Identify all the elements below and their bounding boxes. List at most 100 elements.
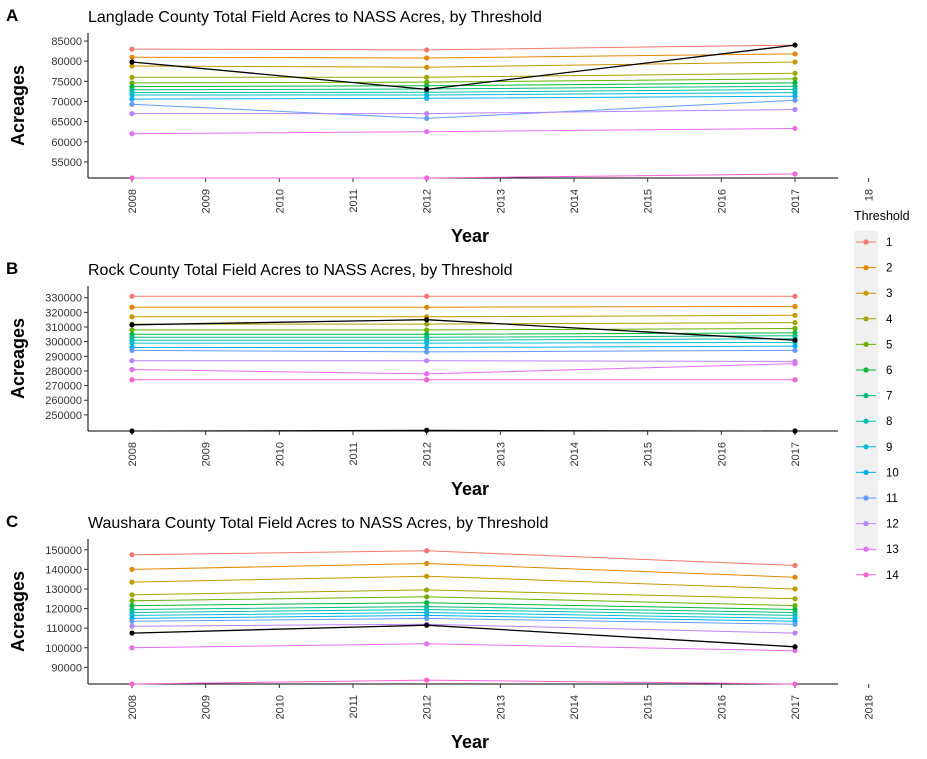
- nass-data-point: [792, 644, 798, 650]
- x-tick-label: 2009: [201, 695, 213, 719]
- data-point: [129, 92, 135, 98]
- data-point: [792, 76, 798, 82]
- series-line-10: [132, 345, 796, 348]
- nass-data-point: [129, 322, 135, 328]
- x-axis-label: Year: [451, 479, 489, 499]
- series-line-1: [131, 550, 796, 566]
- data-point: [424, 55, 430, 61]
- legend-swatch-point: [863, 495, 869, 501]
- legend-label: 2: [886, 263, 892, 275]
- nass-data-point: [792, 42, 798, 48]
- series-line-2: [131, 562, 796, 578]
- series-line-4: [132, 72, 796, 78]
- x-tick-label: 2011: [348, 189, 360, 213]
- data-point: [424, 377, 430, 383]
- legend-title: Threshold: [854, 209, 910, 223]
- legend-item: 8: [856, 416, 892, 428]
- series-line-9: [132, 341, 796, 344]
- series-line-5: [131, 78, 796, 84]
- data-point: [129, 63, 135, 69]
- data-point: [792, 59, 798, 65]
- data-point: [129, 377, 135, 383]
- series-line-11: [131, 99, 796, 119]
- data-point: [129, 347, 135, 354]
- x-tick-label: 2010: [274, 695, 286, 719]
- data-point: [792, 70, 798, 76]
- data-point: [129, 358, 135, 364]
- data-point: [424, 594, 430, 600]
- legend-item: 4: [856, 314, 893, 326]
- x-tick-label: 2011: [348, 695, 360, 719]
- series-line-14: [132, 173, 796, 179]
- data-point: [129, 618, 135, 624]
- data-point: [129, 293, 135, 299]
- data-point: [792, 303, 798, 310]
- data-point: [129, 681, 135, 687]
- data-point: [129, 80, 135, 86]
- series-line-5: [132, 328, 796, 331]
- x-tick-label: 2017: [790, 695, 802, 719]
- nass-data-point: [129, 59, 135, 65]
- data-point: [792, 293, 798, 299]
- data-point: [129, 579, 135, 585]
- y-tick-label: 150000: [45, 545, 82, 557]
- x-tick-label: 2013: [495, 189, 507, 213]
- data-point: [424, 129, 430, 135]
- data-point: [129, 131, 135, 137]
- y-tick-label: 290000: [45, 351, 82, 363]
- x-tick-label: 2012: [422, 442, 434, 466]
- data-point: [129, 54, 135, 60]
- data-point: [792, 574, 798, 580]
- data-point: [792, 681, 798, 687]
- x-tick-label: 2015: [643, 189, 655, 213]
- y-tick-label: 110000: [46, 623, 82, 635]
- data-point: [792, 377, 798, 383]
- nass-data-point: [424, 86, 430, 92]
- data-point: [792, 90, 798, 96]
- y-tick-label: 310000: [45, 322, 82, 334]
- legend-label: 5: [886, 339, 892, 351]
- legend-label: 9: [886, 442, 892, 454]
- data-point: [424, 327, 430, 333]
- series-line-8: [132, 338, 796, 341]
- data-point: [792, 603, 798, 609]
- legend-swatch-point: [863, 239, 869, 245]
- x-tick-label: 2013: [495, 442, 507, 466]
- data-point: [424, 79, 430, 85]
- legend-label: 10: [886, 467, 899, 479]
- y-tick-label: 250000: [45, 410, 82, 422]
- data-point: [129, 46, 135, 52]
- data-point: [792, 361, 798, 367]
- x-axis-label: Year: [451, 732, 489, 752]
- x-tick-label: 2013: [495, 695, 507, 719]
- data-point: [129, 645, 135, 651]
- data-point: [792, 51, 798, 57]
- data-point: [129, 304, 135, 310]
- y-axis-label: Acreages: [8, 318, 28, 399]
- legend-swatch-point: [863, 418, 869, 424]
- legend-swatch-point: [863, 316, 869, 322]
- legend-swatch-point: [863, 572, 869, 578]
- data-point: [792, 125, 798, 132]
- data-point: [424, 304, 430, 310]
- data-point: [424, 615, 430, 621]
- legend-label: 11: [886, 493, 898, 505]
- legend-label: 14: [886, 570, 899, 582]
- series-line-2: [132, 306, 796, 308]
- data-point: [424, 573, 430, 579]
- legend-label: 7: [886, 391, 892, 403]
- data-point: [792, 93, 798, 99]
- data-point: [129, 566, 135, 572]
- chart-panel-c: C Waushara County Total Field Acres to NA…: [6, 512, 876, 752]
- data-point: [792, 428, 798, 434]
- legend-item: 6: [856, 365, 892, 377]
- x-tick-label: 2008: [127, 695, 139, 719]
- data-point: [792, 325, 798, 332]
- legend-key-background: [854, 231, 878, 551]
- legend-label: 13: [886, 544, 899, 556]
- data-point: [129, 598, 135, 604]
- data-point: [792, 343, 798, 349]
- data-point: [424, 293, 430, 299]
- x-tick-label: 2014: [569, 695, 581, 719]
- y-tick-label: 60000: [51, 137, 82, 149]
